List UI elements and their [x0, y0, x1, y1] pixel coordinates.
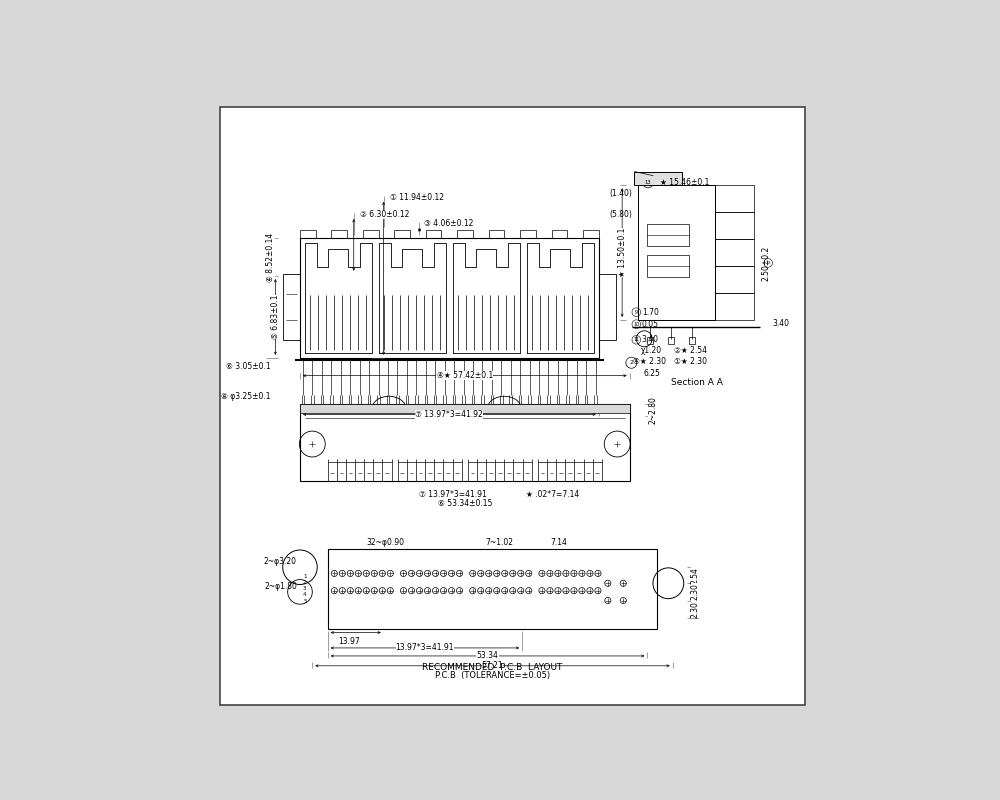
- Text: (1.40): (1.40): [610, 190, 633, 198]
- Bar: [638, 186, 715, 320]
- Bar: [647, 337, 653, 344]
- Text: 0.05: 0.05: [642, 320, 659, 329]
- Text: (5.80): (5.80): [610, 210, 633, 219]
- Text: ①★ 2.30: ①★ 2.30: [674, 357, 707, 366]
- Text: 1: 1: [303, 574, 307, 579]
- Text: 2.50±0.2: 2.50±0.2: [762, 246, 771, 281]
- Bar: [715, 293, 754, 320]
- Text: P.C.B  (TOLERANCE=±0.05): P.C.B (TOLERANCE=±0.05): [435, 670, 550, 680]
- Text: ④ 8.52±0.14: ④ 8.52±0.14: [266, 232, 275, 282]
- Text: ②★ 2.54: ②★ 2.54: [674, 346, 707, 355]
- Text: 7~1.02: 7~1.02: [485, 538, 513, 547]
- Text: 13.97: 13.97: [339, 638, 360, 646]
- Text: ② 6.30±0.12: ② 6.30±0.12: [360, 210, 409, 218]
- Text: 10: 10: [633, 322, 639, 326]
- Text: 1.70: 1.70: [642, 308, 659, 317]
- Bar: [715, 186, 754, 212]
- Text: 2.54: 2.54: [691, 567, 700, 584]
- Text: 2.30: 2.30: [691, 601, 700, 618]
- Text: 5: 5: [303, 598, 307, 604]
- Text: χ1.20: χ1.20: [641, 346, 662, 355]
- Bar: [457, 230, 473, 238]
- Text: 13: 13: [645, 180, 651, 185]
- Text: 2: 2: [629, 360, 633, 366]
- Text: 7.14: 7.14: [550, 538, 567, 547]
- Text: ① 11.94±0.12: ① 11.94±0.12: [390, 193, 444, 202]
- Text: ⑦ 13.97*3=41.92: ⑦ 13.97*3=41.92: [415, 410, 483, 419]
- Bar: [647, 224, 689, 246]
- Bar: [300, 404, 630, 481]
- Bar: [489, 230, 504, 238]
- Text: ④★ 2.30: ④★ 2.30: [633, 357, 666, 366]
- Bar: [283, 274, 300, 340]
- Text: ⑦ 13.97*3=41.91: ⑦ 13.97*3=41.91: [419, 490, 486, 499]
- Bar: [647, 255, 689, 277]
- Bar: [300, 404, 630, 414]
- Text: Section A A: Section A A: [671, 378, 723, 387]
- Bar: [300, 238, 599, 358]
- Bar: [689, 337, 695, 344]
- Bar: [426, 230, 441, 238]
- Text: 9: 9: [635, 310, 638, 314]
- Text: 13.97*3=41.91: 13.97*3=41.91: [396, 643, 454, 653]
- Text: ⑥ 53.34±0.15: ⑥ 53.34±0.15: [438, 498, 492, 508]
- Bar: [715, 266, 754, 293]
- Text: 57.21: 57.21: [482, 662, 503, 670]
- Text: 3: 3: [303, 586, 307, 591]
- Text: ⑥ 3.05±0.1: ⑥ 3.05±0.1: [226, 362, 270, 371]
- Text: 2: 2: [303, 580, 307, 585]
- Text: 23: 23: [766, 261, 771, 265]
- Bar: [715, 212, 754, 239]
- Text: ★ .02*7=7.14: ★ .02*7=7.14: [526, 490, 580, 499]
- Bar: [394, 230, 410, 238]
- Text: ★ 15.46±0.1: ★ 15.46±0.1: [660, 178, 710, 186]
- Bar: [599, 274, 616, 340]
- Bar: [331, 230, 347, 238]
- Text: RECOMMENDED  P.C.B  LAYOUT: RECOMMENDED P.C.B LAYOUT: [422, 662, 563, 672]
- Text: 3.40: 3.40: [772, 319, 789, 328]
- Text: 11: 11: [633, 338, 639, 342]
- Bar: [363, 230, 379, 238]
- Text: 53.34: 53.34: [477, 651, 498, 661]
- Text: ★ 13.50±0.1: ★ 13.50±0.1: [618, 228, 627, 278]
- Bar: [583, 230, 599, 238]
- Text: 2~2.80: 2~2.80: [648, 396, 657, 424]
- Bar: [715, 239, 754, 266]
- Text: ③ 4.06±0.12: ③ 4.06±0.12: [424, 219, 474, 228]
- Bar: [668, 337, 674, 344]
- Text: 2~φ1.80: 2~φ1.80: [264, 582, 297, 591]
- Bar: [520, 230, 536, 238]
- Text: 4: 4: [303, 593, 307, 598]
- Bar: [552, 230, 567, 238]
- Text: 2~φ3.20: 2~φ3.20: [264, 557, 297, 566]
- Text: 32~φ0.90: 32~φ0.90: [367, 538, 405, 547]
- Bar: [328, 549, 657, 629]
- Bar: [634, 171, 682, 186]
- Text: ⑧ φ3.25±0.1: ⑧ φ3.25±0.1: [221, 392, 270, 401]
- Text: ④★ 57.42±0.1: ④★ 57.42±0.1: [437, 371, 493, 380]
- Text: ⑤ 6.83±0.1: ⑤ 6.83±0.1: [271, 294, 280, 339]
- Text: 6.25: 6.25: [643, 369, 660, 378]
- Bar: [300, 230, 316, 238]
- Text: 3.40: 3.40: [642, 335, 659, 344]
- Text: 2.30: 2.30: [691, 583, 700, 600]
